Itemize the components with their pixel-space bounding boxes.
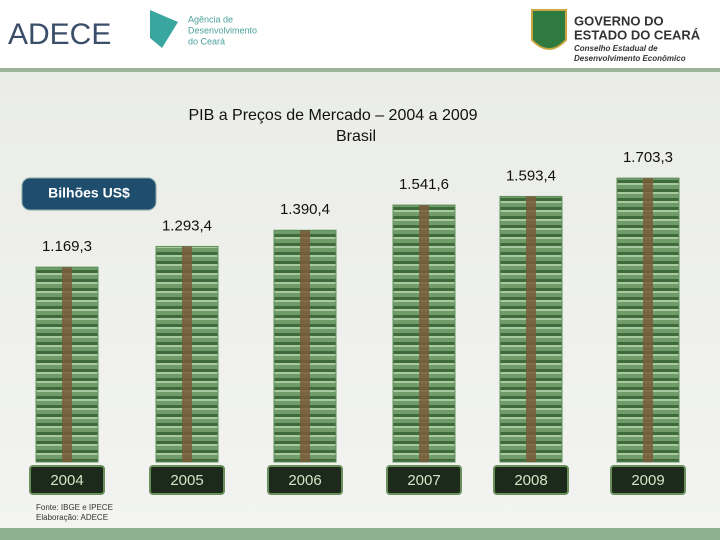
year-box xyxy=(386,465,462,495)
money-band xyxy=(526,196,536,462)
x-tick-label: 2004 xyxy=(50,472,83,489)
value-label: 1.169,3 xyxy=(42,238,92,255)
agency-line: Desenvolvimento xyxy=(188,25,257,35)
logo-mark xyxy=(150,10,178,48)
x-tick-label: 2006 xyxy=(288,472,321,489)
money-band xyxy=(419,205,429,463)
x-tick-label: 2009 xyxy=(631,472,664,489)
year-box xyxy=(29,465,105,495)
value-label: 1.541,6 xyxy=(399,176,449,193)
header-rule xyxy=(0,68,720,72)
year-box xyxy=(267,465,343,495)
value-label: 1.703,3 xyxy=(623,149,673,166)
footer-credit: Elaboração: ADECE xyxy=(36,513,108,522)
crest xyxy=(531,9,567,50)
year-box xyxy=(149,465,225,495)
x-tick-label: 2007 xyxy=(407,472,440,489)
money-band xyxy=(62,267,72,462)
year-box xyxy=(610,465,686,495)
agency-line: do Ceará xyxy=(188,36,225,46)
council-line: Desenvolvimento Econômico xyxy=(574,54,686,63)
chart-subtitle: Brasil xyxy=(336,128,376,145)
footer-bar xyxy=(0,528,720,540)
money-band xyxy=(643,178,653,462)
chart-title: PIB a Preços de Mercado – 2004 a 2009 xyxy=(188,107,477,124)
unit-badge-text: Bilhões US$ xyxy=(48,185,130,201)
unit-badge xyxy=(21,177,157,211)
council-line: Conselho Estadual de xyxy=(574,44,658,53)
footer-source: Fonte: IBGE e IPECE xyxy=(36,503,113,512)
value-label: 1.390,4 xyxy=(280,201,330,218)
money-band xyxy=(300,230,310,462)
x-tick-label: 2005 xyxy=(170,472,203,489)
money-band xyxy=(182,246,192,462)
year-box xyxy=(493,465,569,495)
value-label: 1.293,4 xyxy=(162,217,212,234)
value-label: 1.593,4 xyxy=(506,167,556,184)
agency-line: Agência de xyxy=(188,14,233,24)
header-bar xyxy=(0,0,720,70)
x-tick-label: 2008 xyxy=(514,472,547,489)
government-line: GOVERNO DO xyxy=(574,13,664,28)
government-line: ESTADO DO CEARÁ xyxy=(574,27,701,42)
logo: ADECE xyxy=(8,18,111,51)
